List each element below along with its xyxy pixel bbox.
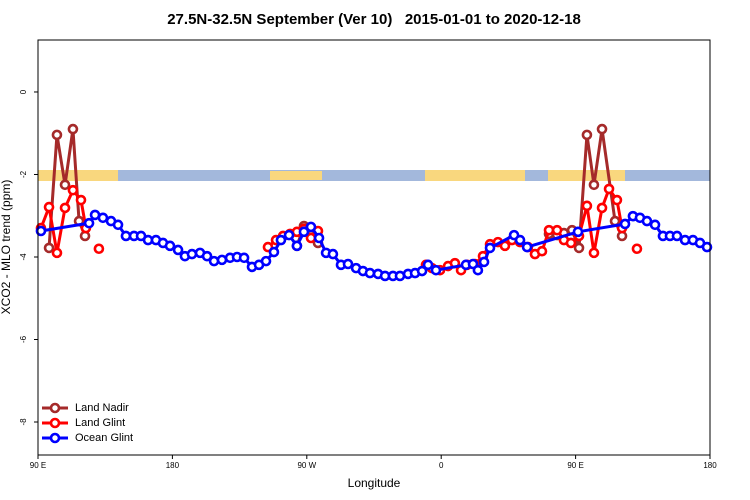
land-ocean-strip [38,170,710,181]
point [394,270,406,282]
point [619,218,631,230]
x-tick-label: 90 E [30,461,46,470]
point [581,129,593,141]
y-tick-label: -4 [19,253,28,261]
point [67,123,79,135]
point [478,256,490,268]
point [43,201,55,213]
point [59,179,71,191]
point [216,254,228,266]
y-tick-label: -2 [19,170,28,178]
legend-marker [49,432,61,444]
point [112,219,124,231]
point [573,242,585,254]
point [51,247,63,259]
point [305,221,317,233]
point [313,232,325,244]
point [342,258,354,270]
point [268,246,280,258]
point [551,224,563,236]
point [641,215,653,227]
y-tick-label: -8 [19,418,28,426]
point [298,226,310,238]
point [596,123,608,135]
point [572,226,584,238]
x-tick-label: 180 [703,461,717,470]
point [499,240,511,252]
y-tick-label: -6 [19,335,28,343]
point [611,194,623,206]
point [596,202,608,214]
point [521,241,533,253]
point [536,245,548,257]
series-line [40,213,708,278]
point [93,243,105,255]
point [364,267,376,279]
point [631,243,643,255]
point [164,240,176,252]
x-tick-label: 180 [166,461,180,470]
point [75,194,87,206]
point [67,184,79,196]
point [275,234,287,246]
point [238,252,250,264]
y-axis-label: XCO2 - MLO trend (ppm) [0,180,13,315]
point [43,242,55,254]
point [35,225,47,237]
legend-label: Land Glint [75,417,125,429]
legend-label: Land Nadir [75,402,129,414]
point [514,234,526,246]
point [588,179,600,191]
legend-marker [49,402,61,414]
x-tick-label: 0 [439,461,444,470]
chart-title: 27.5N-32.5N September (Ver 10) 2015-01-0… [167,11,581,28]
x-axis-label: Longitude [348,476,401,490]
point [588,247,600,259]
y-tick-label: 0 [19,89,28,94]
point [603,183,615,195]
point [83,217,95,229]
legend-label: Ocean Glint [75,432,133,444]
point [291,240,303,252]
point [649,219,661,231]
point [201,250,213,262]
point [416,265,428,277]
point [472,264,484,276]
point [701,241,713,253]
point [671,230,683,242]
point [283,229,295,241]
point [581,200,593,212]
legend-marker [49,417,61,429]
point [422,259,434,271]
point [186,248,198,260]
x-tick-label: 90 E [567,461,583,470]
series-line [47,128,624,249]
point [51,129,63,141]
point [565,237,577,249]
plot-frame [37,39,711,456]
point [484,242,496,254]
point [327,248,339,260]
plot-area [35,123,713,282]
point [172,244,184,256]
point [260,255,272,267]
x-tick-label: 90 W [297,461,316,470]
point [430,264,442,276]
point [59,202,71,214]
